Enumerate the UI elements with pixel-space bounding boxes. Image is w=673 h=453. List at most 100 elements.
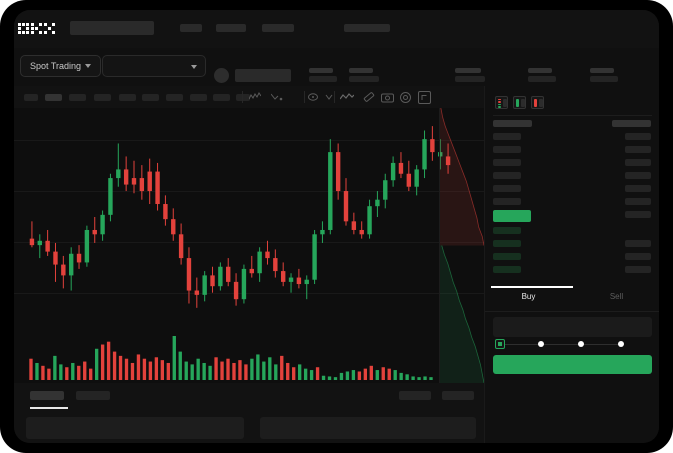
trade-column: Buy Sell [484, 86, 659, 443]
step-1-active[interactable] [495, 339, 505, 349]
orderbook-ask-row[interactable] [493, 133, 521, 140]
chart-style-icon[interactable] [340, 90, 354, 104]
orderbook-mode-both-icon[interactable] [495, 96, 508, 109]
submit-order-button[interactable] [493, 355, 652, 374]
app-screen: Spot Trading [14, 10, 659, 443]
orderbook-mode-asks-icon[interactable] [531, 96, 544, 109]
price-chart-panel[interactable] [14, 108, 484, 383]
orderbook-header-left [493, 120, 532, 127]
orderbook-ask-row[interactable] [625, 185, 651, 192]
orders-card-left [26, 417, 244, 439]
stat-24h-change [349, 68, 379, 82]
orderbook-ask-row[interactable] [625, 146, 651, 153]
chart-gridline [14, 293, 484, 294]
orderbook-ask-row[interactable] [625, 133, 651, 140]
timeframe-more[interactable] [236, 94, 250, 101]
toolbar-divider [334, 91, 335, 103]
orderbook-bid-row[interactable] [625, 253, 651, 260]
nav-item-more[interactable] [344, 24, 370, 32]
trading-mode-dropdown[interactable]: Spot Trading [20, 55, 102, 77]
orderbook-ask-row[interactable] [625, 159, 651, 166]
measure-icon[interactable] [362, 90, 376, 104]
nav-item-assets[interactable] [360, 24, 390, 32]
orderbook-ask-row[interactable] [493, 159, 521, 166]
timeframe-30m[interactable] [94, 94, 111, 101]
orderbook-ask-row[interactable] [625, 172, 651, 179]
nav-item-trade[interactable] [180, 24, 202, 32]
toolbar-divider [242, 91, 243, 103]
step-2-dot[interactable] [538, 340, 544, 347]
chart-gridline [14, 242, 484, 243]
stat-24h-high [455, 68, 485, 82]
pair-name [235, 69, 291, 82]
bottom-tab-active-underline [30, 407, 68, 409]
settings-icon[interactable] [398, 90, 412, 104]
okx-logo[interactable] [18, 20, 62, 37]
timeframe-5m[interactable] [45, 94, 62, 101]
candlestick-series [29, 126, 451, 308]
fullscreen-icon[interactable] [417, 90, 431, 104]
timeframe-1h[interactable] [119, 94, 136, 101]
pair-select[interactable] [102, 55, 206, 77]
bottom-action-1[interactable] [399, 391, 431, 400]
steps-connector [501, 343, 619, 345]
tab-buy[interactable]: Buy [521, 292, 536, 301]
top-navigation-bar [14, 10, 659, 48]
orderbook-ask-row[interactable] [493, 146, 521, 153]
alert-icon[interactable] [306, 90, 320, 104]
orderbook-ask-row[interactable] [493, 185, 521, 192]
orderbook-ask-row[interactable] [493, 172, 521, 179]
logo-glyph-o [18, 23, 29, 34]
stat-24h-low [528, 68, 556, 82]
orderbook-mode-bids-icon[interactable] [513, 96, 526, 109]
step-3-dot[interactable] [578, 340, 584, 347]
buy-sell-tabs: Buy Sell [485, 286, 659, 312]
orderbook-bid-row[interactable] [493, 266, 521, 273]
orderbook-bid-row[interactable] [493, 253, 521, 260]
orderbook-bid-row[interactable] [493, 240, 521, 247]
bottom-tab-open-orders[interactable] [30, 391, 64, 400]
buy-tab-active-underline [491, 286, 573, 288]
orderbook-ask-row[interactable] [625, 198, 651, 205]
tab-sell[interactable]: Sell [609, 292, 624, 301]
logo-glyph-k [31, 23, 42, 34]
stat-last-price [309, 68, 337, 82]
timeframe-1w[interactable] [190, 94, 207, 101]
timeframe-1M[interactable] [213, 94, 230, 101]
price-field[interactable] [493, 317, 652, 337]
logo-glyph-x [44, 23, 55, 34]
orderbook-ask-row[interactable] [625, 211, 651, 218]
step-1-dot [498, 342, 502, 346]
order-steps [495, 339, 650, 349]
orderbook-ask-row[interactable] [493, 198, 521, 205]
timeframe-1d[interactable] [166, 94, 183, 101]
timeframe-4h[interactable] [142, 94, 159, 101]
orderbook-bid-row[interactable] [625, 266, 651, 273]
search-input[interactable] [70, 21, 154, 35]
bottom-tab-order-history[interactable] [76, 391, 110, 400]
indicator-icon[interactable] [248, 90, 262, 104]
orderbook-bid-row[interactable] [625, 240, 651, 247]
timeframe-15m[interactable] [69, 94, 86, 101]
nav-item-markets[interactable] [216, 24, 246, 32]
nav-item-earn[interactable] [262, 24, 294, 32]
step-4-dot[interactable] [618, 340, 624, 347]
timeframe-1m[interactable] [24, 94, 38, 101]
bottom-action-2[interactable] [442, 391, 474, 400]
toolbar-divider [304, 91, 305, 103]
undo-icon[interactable] [322, 90, 336, 104]
orderbook-divider [493, 115, 652, 116]
orders-card-right [260, 417, 476, 439]
depth-chart-overlay [439, 108, 484, 383]
compare-icon[interactable] [270, 90, 284, 104]
stat-24h-volume [590, 68, 618, 82]
chevron-down-icon [191, 65, 197, 69]
orderbook-bid-row[interactable] [493, 227, 521, 234]
camera-icon[interactable] [380, 90, 394, 104]
coin-avatar [214, 68, 229, 83]
chart-gridline [14, 140, 484, 141]
volume-series [29, 336, 433, 380]
trading-mode-label: Spot Trading [30, 61, 82, 71]
orderbook-spread-row[interactable] [493, 210, 531, 222]
